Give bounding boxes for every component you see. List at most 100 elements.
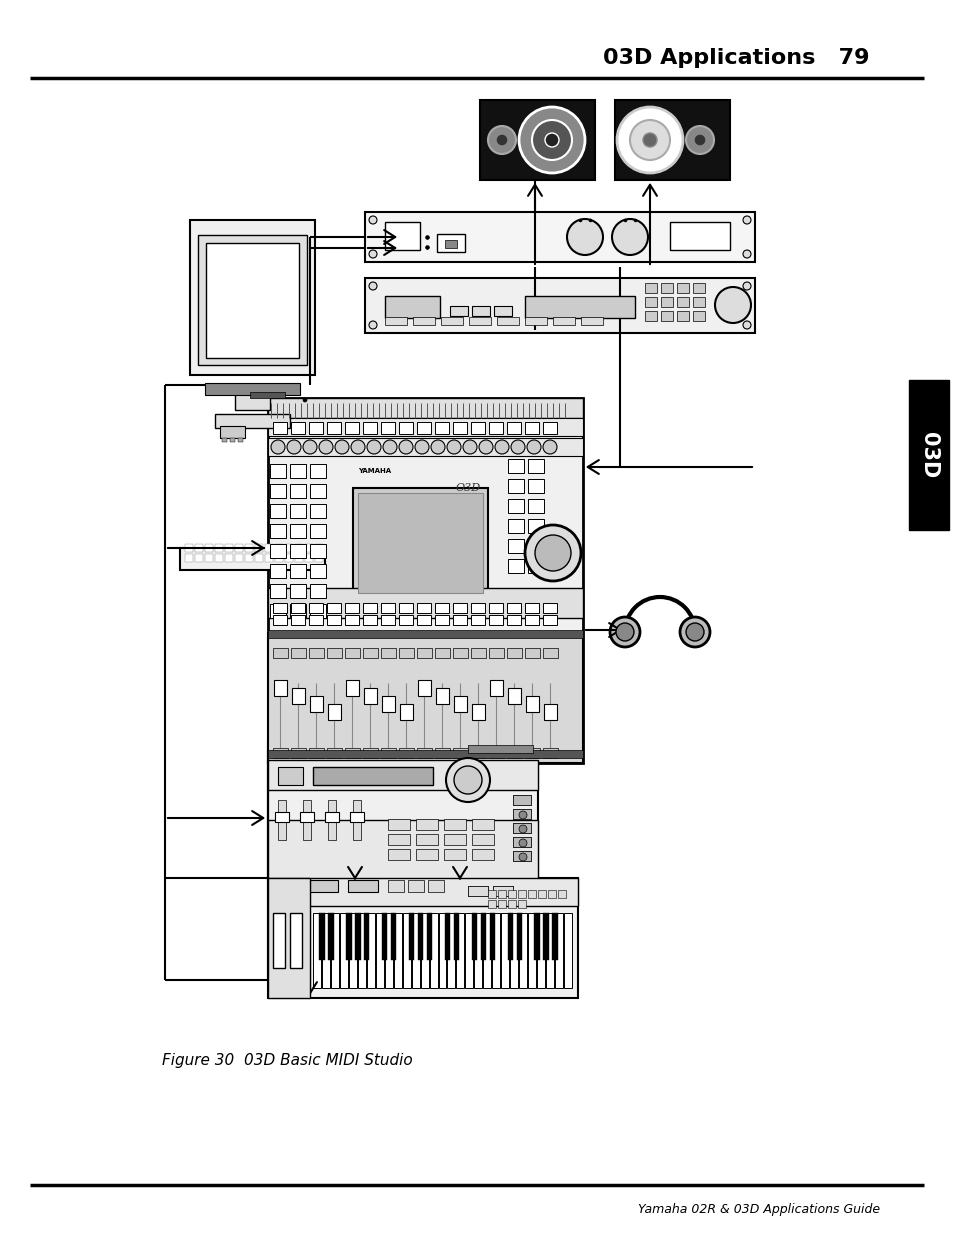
Bar [409, 913, 414, 960]
Bar [270, 524, 286, 538]
Circle shape [612, 219, 647, 254]
Bar [380, 615, 395, 625]
Bar [285, 555, 293, 562]
Bar [471, 648, 485, 658]
Bar [527, 519, 543, 534]
Bar [471, 603, 484, 613]
Bar [234, 555, 243, 562]
Text: 03D Applications   79: 03D Applications 79 [603, 48, 869, 68]
Bar [268, 878, 310, 998]
Circle shape [518, 825, 526, 832]
Bar [345, 603, 358, 613]
Bar [346, 680, 358, 697]
Bar [270, 484, 286, 498]
Bar [547, 890, 556, 898]
Circle shape [535, 535, 571, 571]
Bar [273, 422, 287, 433]
Bar [506, 648, 521, 658]
Bar [381, 913, 387, 960]
Bar [444, 240, 456, 248]
Bar [388, 881, 403, 892]
Bar [543, 913, 548, 960]
Bar [507, 499, 523, 513]
Bar [420, 913, 428, 988]
Bar [268, 398, 582, 417]
Bar [507, 688, 520, 704]
Bar [513, 795, 531, 805]
Bar [518, 913, 527, 988]
Bar [381, 697, 395, 713]
Circle shape [742, 282, 750, 290]
Bar [469, 317, 491, 325]
Bar [310, 464, 326, 478]
Bar [542, 748, 558, 758]
Bar [438, 913, 446, 988]
Circle shape [415, 440, 429, 454]
Bar [527, 538, 543, 553]
Bar [309, 615, 323, 625]
Bar [489, 422, 502, 433]
Bar [364, 688, 376, 704]
Bar [507, 459, 523, 473]
Bar [677, 311, 688, 321]
Circle shape [518, 107, 584, 173]
Bar [268, 588, 582, 618]
Bar [355, 913, 360, 960]
Bar [453, 648, 468, 658]
Bar [308, 881, 337, 892]
Bar [380, 603, 395, 613]
Bar [507, 479, 523, 493]
Bar [363, 648, 377, 658]
Circle shape [369, 249, 376, 258]
Bar [205, 555, 213, 562]
Text: O3D: O3D [455, 483, 480, 493]
Bar [513, 823, 531, 832]
Circle shape [398, 440, 413, 454]
Bar [394, 913, 401, 988]
Bar [527, 890, 536, 898]
Bar [310, 697, 323, 713]
Bar [513, 795, 531, 805]
Bar [310, 484, 326, 498]
Circle shape [446, 758, 490, 802]
Circle shape [303, 440, 316, 454]
Bar [270, 584, 286, 598]
Bar [180, 548, 325, 571]
Bar [294, 543, 303, 552]
Bar [507, 559, 523, 573]
Bar [292, 688, 305, 704]
Bar [553, 317, 575, 325]
Bar [483, 913, 491, 988]
Bar [327, 603, 340, 613]
Bar [294, 555, 303, 562]
Bar [416, 422, 431, 433]
Bar [234, 391, 270, 410]
Bar [363, 422, 376, 433]
Bar [513, 837, 531, 847]
Bar [474, 913, 482, 988]
Circle shape [511, 440, 524, 454]
Bar [268, 634, 582, 763]
Bar [497, 317, 518, 325]
Bar [677, 296, 688, 308]
Bar [309, 748, 324, 758]
Circle shape [532, 120, 572, 161]
Bar [513, 851, 531, 861]
Text: YAMAHA: YAMAHA [357, 468, 391, 474]
Bar [384, 913, 393, 988]
Circle shape [518, 839, 526, 847]
Bar [493, 885, 513, 897]
Bar [552, 913, 558, 960]
Bar [468, 885, 488, 897]
Bar [310, 584, 326, 598]
Bar [291, 603, 305, 613]
Bar [254, 543, 263, 552]
Circle shape [566, 219, 602, 254]
Bar [309, 422, 323, 433]
Bar [513, 809, 531, 819]
Circle shape [616, 622, 634, 641]
Bar [489, 615, 502, 625]
Bar [493, 885, 513, 897]
Bar [545, 913, 554, 988]
Bar [537, 890, 545, 898]
